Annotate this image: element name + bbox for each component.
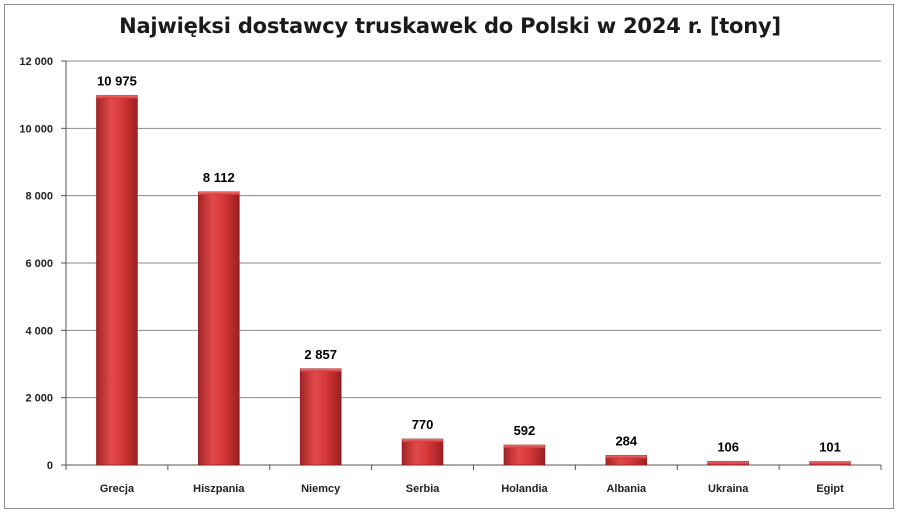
bar	[401, 438, 444, 466]
data-label: 10 975	[97, 74, 137, 89]
data-label: 8 112	[203, 170, 235, 185]
axes	[61, 60, 882, 470]
labels: 0 2 000 4 000 6 000 8 000 10 000 12 000 Grecja 1…	[19, 56, 844, 495]
x-tick-label: Albania	[606, 483, 647, 495]
y-tick-label: 12 000	[19, 56, 53, 68]
x-tick-label: Serbia	[406, 483, 441, 495]
x-tick-label: Grecja	[100, 483, 135, 495]
x-tick-label: Ukraina	[708, 483, 749, 495]
x-tick-label: Niemcy	[301, 483, 341, 495]
x-tick-label: Hiszpania	[193, 483, 245, 495]
chart-title: Najwięksi dostawcy truskawek do Polski w…	[119, 14, 781, 38]
data-label: 101	[819, 440, 841, 455]
bars	[96, 95, 851, 466]
y-tick-label: 8 000	[25, 191, 53, 203]
y-tick-label: 4 000	[25, 325, 53, 337]
bar-top-highlight	[605, 455, 647, 459]
bar-top-highlight	[300, 368, 342, 372]
bar	[299, 368, 342, 466]
data-label: 2 857	[304, 347, 337, 362]
chart-frame	[4, 4, 894, 509]
bar-top-highlight	[504, 445, 545, 449]
data-label: 770	[412, 417, 434, 432]
bar	[198, 191, 240, 466]
bar-top-highlight	[96, 95, 138, 99]
y-tick-label: 0	[47, 460, 53, 472]
gridlines	[66, 60, 881, 399]
y-tick-label: 2 000	[25, 393, 53, 405]
data-label: 284	[615, 433, 637, 448]
x-tick-label: Egipt	[816, 483, 844, 495]
x-tick-label: Holandia	[501, 483, 548, 495]
bar	[96, 95, 138, 466]
data-label: 106	[717, 439, 739, 454]
y-tick-label: 10 000	[19, 123, 53, 135]
y-tick-label: 6 000	[25, 258, 53, 270]
bar-top-highlight	[707, 461, 749, 465]
bar-top-highlight	[809, 461, 851, 465]
data-label: 592	[514, 423, 536, 438]
bar-top-highlight	[402, 439, 443, 443]
bar-top-highlight	[198, 191, 240, 195]
